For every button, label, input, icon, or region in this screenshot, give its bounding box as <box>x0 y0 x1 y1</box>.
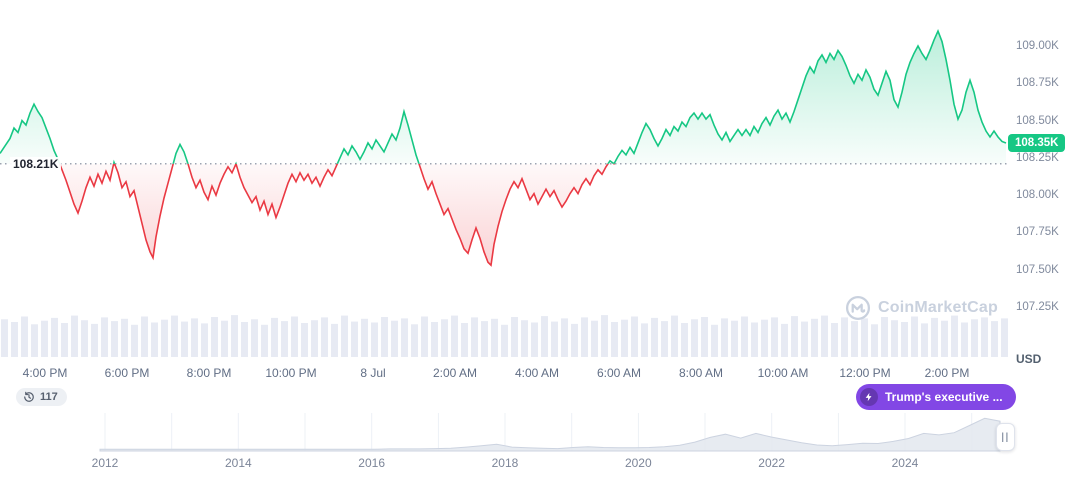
watermark-text: CoinMarketCap <box>878 299 998 316</box>
x-axis-tick-label: 8 Jul <box>360 366 386 380</box>
history-count-label: 117 <box>40 391 58 403</box>
x-axis-tick-label: 2:00 AM <box>432 366 478 380</box>
price-chart-canvas[interactable] <box>0 0 1008 358</box>
price-chart-svg[interactable] <box>0 0 1008 358</box>
y-axis-tick-label: 109.00K <box>1016 40 1059 52</box>
y-axis-tick-label: 108.50K <box>1016 114 1059 127</box>
timeline-year-label: 2014 <box>224 456 252 470</box>
news-badge[interactable]: Trump's executive ... <box>856 384 1016 410</box>
x-axis-tick-label: 6:00 AM <box>596 366 642 380</box>
usd-label: USD <box>1016 352 1042 366</box>
history-count-badge[interactable]: 117 <box>16 388 67 406</box>
y-axis-tick-label: 108.00K <box>1016 189 1059 202</box>
minimap-history-area <box>99 417 1001 452</box>
coinmarketcap-watermark: CoinMarketCap <box>845 295 998 321</box>
x-axis-tick-label: 8:00 PM <box>186 366 232 380</box>
timeline-year-label: 2022 <box>758 456 785 470</box>
timeline-year-label: 2018 <box>491 456 519 470</box>
timeline-minimap[interactable] <box>95 411 1005 453</box>
news-badge-label: Trump's executive ... <box>885 390 1003 404</box>
minimap-svg[interactable] <box>95 411 1005 453</box>
x-axis-tick-label: 10:00 PM <box>265 366 317 380</box>
x-axis-tick-label: 4:00 AM <box>514 366 560 380</box>
baseline-price-label: 108.21K <box>10 156 62 171</box>
x-axis-tick-label: 12:00 PM <box>839 366 891 380</box>
timeline-year-label: 2016 <box>358 456 386 470</box>
y-axis-tick-label: 108.75K <box>1016 77 1059 90</box>
history-icon <box>23 391 35 403</box>
timeline-year-label: 2024 <box>891 456 919 470</box>
x-axis-tick-label: 2:00 PM <box>924 366 970 380</box>
y-axis-tick-label: 107.25K <box>1016 300 1059 313</box>
timeline-year-label: 2012 <box>91 456 119 470</box>
price-line-up <box>0 29 1007 164</box>
price-axis[interactable]: 108.35K USD 109.00K 108.75K 108.50K 108.25K… <box>1008 0 1072 366</box>
x-axis-tick-label: 4:00 PM <box>22 366 68 380</box>
volume-bars <box>1 315 1008 357</box>
coinmarketcap-logo-icon <box>845 295 871 321</box>
current-price-badge: 108.35K <box>1008 133 1066 152</box>
y-axis-tick-label: 107.50K <box>1016 263 1059 276</box>
y-axis-tick-label: 108.25K <box>1016 151 1059 164</box>
x-axis-tick-label: 10:00 AM <box>757 366 809 380</box>
x-axis-tick-label: 8:00 AM <box>678 366 724 380</box>
lightning-icon <box>860 388 878 406</box>
y-axis-tick-label: 107.75K <box>1016 226 1059 239</box>
timeline-range-handle[interactable]: || <box>996 423 1015 451</box>
price-line-down <box>58 163 615 267</box>
x-axis-tick-label: 6:00 PM <box>104 366 150 380</box>
timeline-year-label: 2020 <box>624 456 652 470</box>
